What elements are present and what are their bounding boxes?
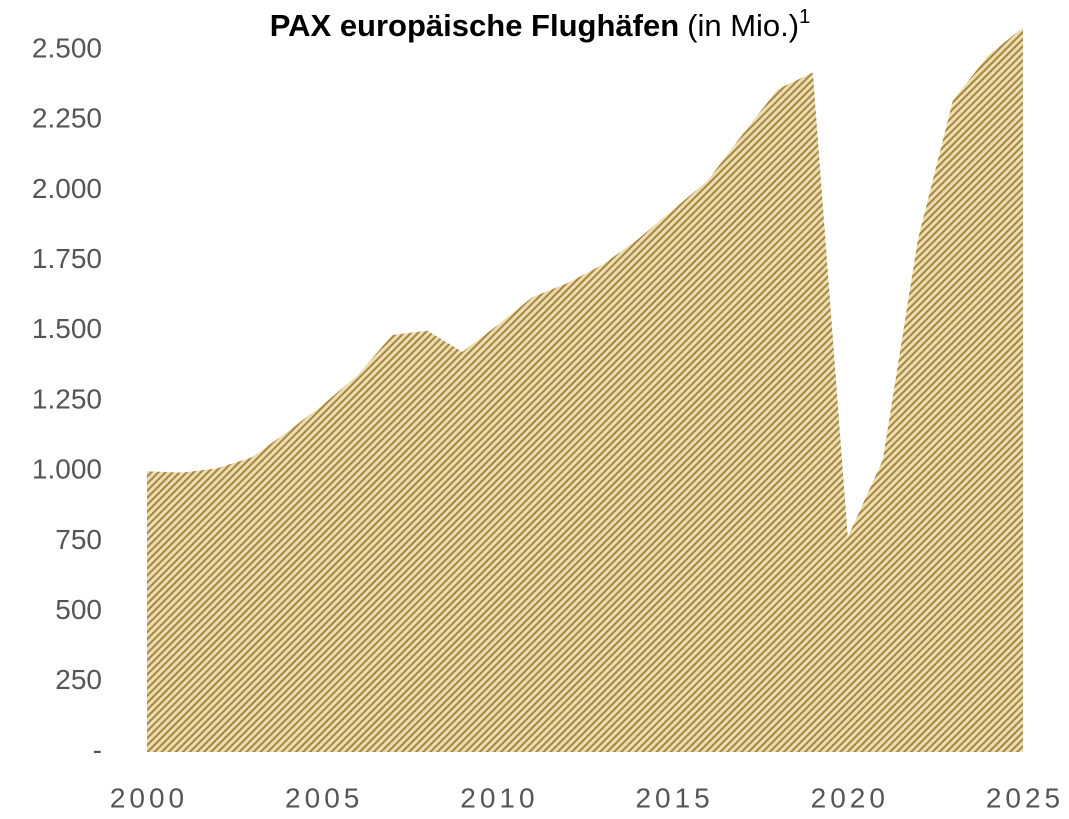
x-tick-label: 2005 — [285, 782, 363, 813]
title-main: PAX europäische Flughäfen — [270, 8, 679, 43]
y-tick-label: 250 — [55, 664, 102, 695]
y-tick-label: 1.250 — [32, 383, 102, 414]
x-tick-label: 2020 — [811, 782, 889, 813]
title-suffix: (in Mio.) — [687, 8, 799, 43]
y-tick-label: 1.500 — [32, 313, 102, 344]
x-tick-label: 2000 — [110, 782, 188, 813]
title-note: 1 — [799, 6, 810, 28]
y-tick-label: 2.250 — [32, 103, 102, 134]
y-tick-label: 500 — [55, 594, 102, 625]
y-tick-label: 2.500 — [32, 32, 102, 63]
y-tick-label: 750 — [55, 524, 102, 555]
y-tick-label: 1.000 — [32, 454, 102, 485]
y-tick-label: 1.750 — [32, 243, 102, 274]
chart-title: PAX europäische Flughäfen (in Mio.)1 — [270, 6, 810, 43]
y-tick-label: - — [93, 734, 102, 765]
area — [147, 27, 1023, 752]
x-tick-label: 2010 — [460, 782, 538, 813]
y-tick-label: 2.000 — [32, 173, 102, 204]
x-tick-label: 2015 — [635, 782, 713, 813]
x-tick-label: 2025 — [986, 782, 1064, 813]
